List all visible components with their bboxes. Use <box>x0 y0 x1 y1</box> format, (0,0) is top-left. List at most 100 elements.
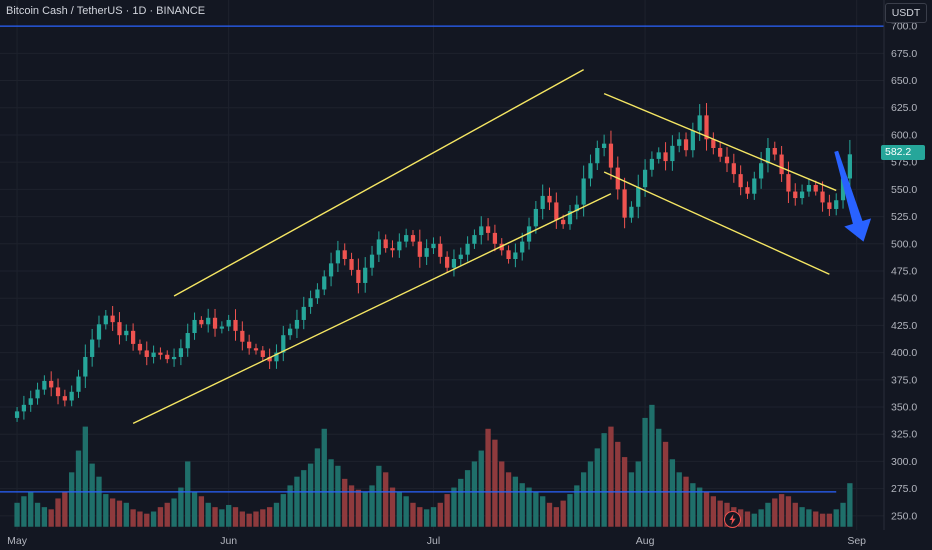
channel-trendline[interactable] <box>603 171 830 275</box>
y-tick-label: 600.0 <box>891 129 917 141</box>
candle-body <box>301 306 306 320</box>
candle-body <box>629 206 634 218</box>
price-scale-panel[interactable] <box>884 0 932 530</box>
y-tick-label: 650.0 <box>891 75 917 87</box>
candle-body <box>35 389 40 399</box>
volume-bar <box>792 502 798 527</box>
candle-body <box>165 354 170 360</box>
volume-bar <box>369 485 375 527</box>
volume-bars <box>14 404 853 527</box>
volume-bar <box>669 459 676 527</box>
candle-body <box>799 191 805 199</box>
volume-bar <box>826 513 833 527</box>
volume-bar <box>492 439 498 527</box>
time-scale-panel[interactable] <box>0 530 932 550</box>
candle-body <box>779 154 784 175</box>
symbol-title[interactable]: Bitcoin Cash / TetherUS · 1D · BINANCE <box>6 5 206 17</box>
candle-body <box>356 269 361 283</box>
volume-bar <box>185 461 191 527</box>
candle-body <box>397 241 402 251</box>
candle-body <box>711 139 716 149</box>
volume-bar <box>205 502 211 527</box>
lightning-icon[interactable] <box>724 511 741 528</box>
candle-body <box>404 235 409 242</box>
current-price-label: 582.2 <box>881 145 925 160</box>
volume-bar <box>403 496 409 527</box>
volume-bar <box>785 496 792 527</box>
candle-body <box>62 396 67 401</box>
candle-body <box>212 317 218 329</box>
y-tick-label: 500.0 <box>891 238 917 250</box>
candle-body <box>752 178 757 194</box>
y-tick-label: 675.0 <box>891 48 917 60</box>
volume-bar <box>355 489 362 527</box>
candle-body <box>533 208 538 227</box>
candle-body <box>690 130 695 151</box>
volume-bar <box>594 448 600 527</box>
candle-body <box>847 154 852 179</box>
volume-bar <box>14 502 20 527</box>
volume-bar <box>430 507 437 527</box>
candle-body <box>595 148 600 164</box>
volume-bar <box>553 507 560 527</box>
channel-drawings[interactable] <box>132 69 872 424</box>
x-tick-label: Jul <box>427 535 440 547</box>
candle-body <box>363 267 368 283</box>
volume-bar <box>478 450 484 527</box>
x-tick-label: Jun <box>220 535 237 547</box>
candle-body <box>602 143 607 149</box>
candle-body <box>485 226 491 233</box>
volume-bar <box>423 509 430 527</box>
volume-bar <box>601 433 607 527</box>
currency-button[interactable]: USDT <box>885 3 927 23</box>
candle-body <box>540 195 545 209</box>
candle-body <box>574 204 579 212</box>
candle-body <box>83 356 88 377</box>
candle-body <box>158 352 163 355</box>
candle-body <box>260 350 265 357</box>
candle-body <box>677 139 682 146</box>
candle-body <box>554 202 559 220</box>
volume-bar <box>212 507 218 527</box>
volume-bar <box>560 500 566 527</box>
volume-bar <box>519 483 525 527</box>
volume-bar <box>628 472 635 527</box>
y-tick-label: 275.0 <box>891 483 917 495</box>
candle-body <box>206 317 211 325</box>
y-tick-label: 450.0 <box>891 293 917 305</box>
candle-body <box>110 315 115 323</box>
candle-body <box>827 202 832 209</box>
channel-trendline[interactable] <box>603 92 837 192</box>
volume-bar <box>758 509 764 527</box>
candle-body <box>670 145 675 162</box>
candle-body <box>649 158 655 170</box>
candle-body <box>718 148 723 157</box>
volume-bar <box>109 498 116 527</box>
channel-trendline[interactable] <box>132 193 612 424</box>
volume-bar <box>342 478 348 527</box>
volume-bar <box>417 507 423 527</box>
volume-bar <box>69 472 75 527</box>
price-axis: 700.0675.0650.0625.0600.0575.0550.0525.0… <box>891 21 917 523</box>
candle-body <box>294 319 300 329</box>
volume-bar <box>806 509 812 527</box>
y-tick-label: 325.0 <box>891 429 917 441</box>
down-arrow-drawing[interactable] <box>834 150 872 242</box>
candle-body <box>287 328 293 336</box>
volume-bar <box>157 507 164 527</box>
y-tick-label: 400.0 <box>891 347 917 359</box>
volume-bar <box>833 509 839 527</box>
channel-trendline[interactable] <box>173 69 584 297</box>
volume-bar <box>362 491 368 527</box>
candle-body <box>185 333 190 349</box>
x-tick-label: May <box>7 535 28 547</box>
y-tick-label: 375.0 <box>891 374 917 386</box>
candle-body <box>656 152 661 159</box>
candle-body <box>14 411 20 418</box>
horizontal-lines[interactable] <box>0 25 884 493</box>
candle-body <box>219 326 224 329</box>
y-tick-label: 700.0 <box>891 21 917 33</box>
candle-body <box>506 250 511 260</box>
volume-bar <box>499 461 505 527</box>
